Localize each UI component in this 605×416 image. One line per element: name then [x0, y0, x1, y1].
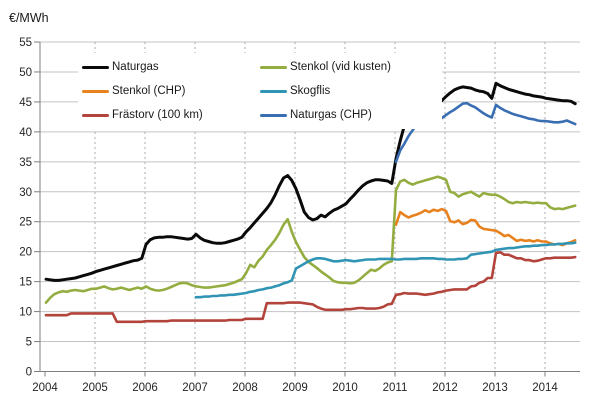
- y-tick-label: 55: [19, 37, 32, 49]
- legend-label-stenkol-vid-kusten: Stenkol (vid kusten): [290, 61, 391, 73]
- y-tick-label: 20: [19, 247, 32, 259]
- legend-swatch-naturgas: [82, 65, 109, 69]
- y-tick-label: 0: [26, 367, 32, 379]
- y-tick-label: 50: [19, 67, 32, 79]
- y-axis-unit-label: €/MWh: [9, 11, 49, 25]
- x-tick-label: 2011: [383, 382, 408, 394]
- y-tick-label: 15: [19, 277, 32, 289]
- x-tick-label: 2014: [532, 382, 558, 394]
- series-line-fr-storv-100-km: [44, 251, 577, 324]
- series-line-stenkol-chp: [394, 207, 577, 247]
- y-tick-label: 40: [19, 127, 32, 139]
- x-tick-label: 2007: [182, 382, 208, 394]
- legend: Naturgas Stenkol (CHP) Frästorv (100 km) St…: [78, 53, 442, 129]
- legend-label-naturgas-chp: Naturgas (CHP): [290, 109, 372, 121]
- x-tick-label: 2005: [82, 382, 108, 394]
- legend-label-naturgas: Naturgas: [112, 61, 159, 73]
- x-tick-label: 2009: [282, 382, 308, 394]
- legend-item-stenkol-chp: Stenkol (CHP): [82, 85, 260, 97]
- legend-swatch-naturgas-chp: [260, 113, 287, 117]
- x-tick-label: 2004: [32, 382, 58, 394]
- legend-swatch-stenkol-vid-kusten: [260, 65, 287, 69]
- x-tick-label: 2013: [482, 382, 508, 394]
- legend-label-skogflis: Skogflis: [290, 85, 331, 97]
- y-tick-label: 35: [19, 157, 32, 169]
- legend-swatch-fr-storv-100-km: [82, 113, 109, 117]
- y-tick-label: 25: [19, 217, 32, 229]
- legend-item-naturgas-chp: Naturgas (CHP): [260, 109, 438, 121]
- x-tick-label: 2010: [332, 382, 358, 394]
- series-line-skogflis: [194, 241, 577, 299]
- series-line-naturgas: [44, 81, 577, 282]
- y-tick-label: 30: [19, 187, 32, 199]
- y-tick-label: 45: [19, 97, 32, 109]
- legend-swatch-stenkol-chp: [82, 89, 109, 93]
- legend-item-skogflis: Skogflis: [260, 85, 438, 97]
- legend-item-fr-storv-100-km: Frästorv (100 km): [82, 109, 260, 121]
- y-tick-label: 5: [26, 337, 32, 349]
- x-tick-label: 2008: [232, 382, 258, 394]
- x-tick-label: 2006: [132, 382, 158, 394]
- y-tick-label: 10: [19, 307, 32, 319]
- x-tick-label: 2012: [432, 382, 458, 394]
- series-line-stenkol-vid-kusten: [44, 175, 577, 304]
- legend-label-stenkol-chp: Stenkol (CHP): [112, 85, 186, 97]
- legend-swatch-skogflis: [260, 89, 287, 93]
- legend-item-naturgas: Naturgas: [82, 61, 260, 73]
- legend-label-fr-storv-100-km: Frästorv (100 km): [112, 109, 203, 121]
- legend-item-stenkol-vid-kusten: Stenkol (vid kusten): [260, 61, 438, 73]
